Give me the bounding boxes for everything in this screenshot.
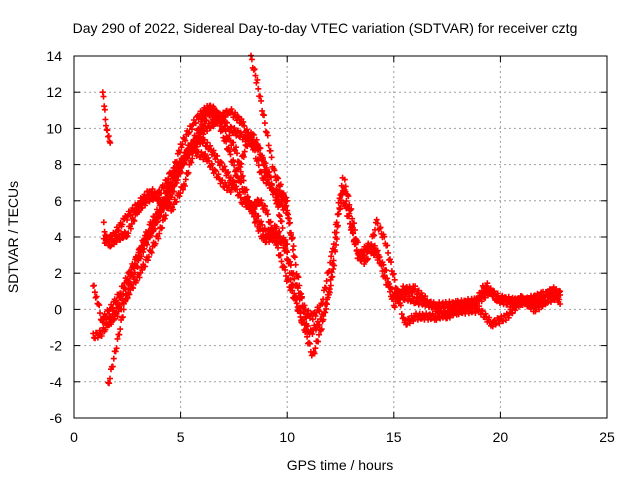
data-series-trace-1 [99,89,114,146]
data-series-trace-8 [100,106,291,247]
y-tick-label: 14 [46,48,62,64]
plus-marks [99,89,114,146]
y-tick-label: 2 [54,265,62,281]
y-tick-label: -6 [50,410,63,426]
x-tick-label: 5 [177,429,185,445]
y-tick-label: 10 [46,120,62,136]
x-tick-label: 10 [279,429,295,445]
y-tick-label: 0 [54,301,62,317]
data-marks [90,52,564,387]
x-tick-label: 15 [386,429,402,445]
chart-title: Day 290 of 2022, Sidereal Day-to-day VTE… [73,20,578,36]
x-tick-label: 0 [70,429,78,445]
plus-marks [100,106,291,247]
y-tick-label: 4 [54,229,62,245]
x-tick-label: 20 [493,429,509,445]
y-tick-label: -2 [50,338,63,354]
axis-ticks: 0 5 10 15 20 25 -6 -4 -2 0 2 4 6 8 10 12 14 [46,48,615,445]
y-tick-label: -4 [50,374,63,390]
x-tick-label: 25 [599,429,615,445]
x-axis-label: GPS time / hours [287,457,394,473]
y-tick-label: 12 [46,84,62,100]
y-tick-label: 8 [54,157,62,173]
y-axis-label: SDTVAR / TECUs [5,181,21,293]
y-tick-label: 6 [54,193,62,209]
